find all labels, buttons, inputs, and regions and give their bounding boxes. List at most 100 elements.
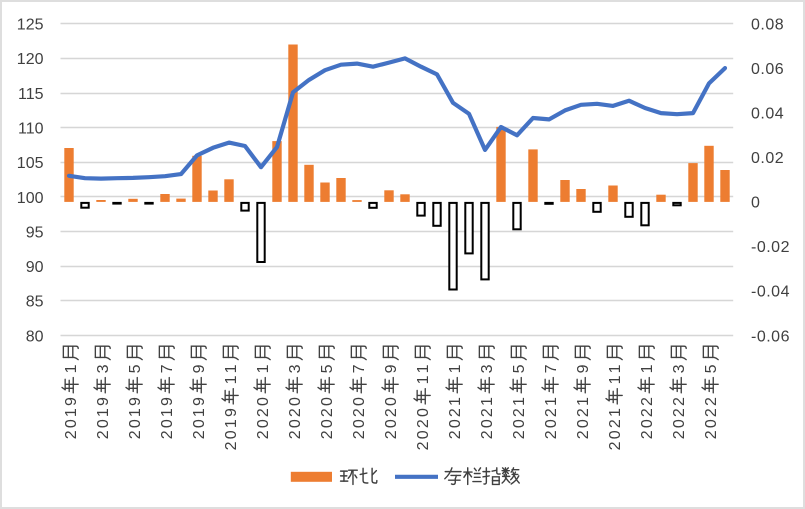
svg-text:2: 2	[351, 408, 368, 417]
svg-text:0: 0	[415, 408, 432, 417]
svg-text:2: 2	[639, 430, 656, 439]
svg-text:0.08: 0.08	[751, 17, 784, 34]
svg-text:1: 1	[575, 397, 592, 406]
svg-text:2: 2	[287, 408, 304, 417]
svg-text:85: 85	[26, 294, 44, 311]
svg-text:0: 0	[751, 195, 760, 212]
svg-text:2: 2	[639, 408, 656, 417]
svg-text:0: 0	[351, 419, 368, 428]
svg-text:0: 0	[639, 419, 656, 428]
svg-text:9: 9	[63, 397, 80, 406]
svg-text:2: 2	[607, 441, 624, 450]
svg-text:2: 2	[479, 430, 496, 439]
svg-text:2: 2	[639, 397, 656, 406]
svg-text:2: 2	[287, 430, 304, 439]
svg-text:2: 2	[351, 430, 368, 439]
svg-text:0: 0	[575, 419, 592, 428]
svg-text:0: 0	[543, 419, 560, 428]
svg-text:9: 9	[95, 397, 112, 406]
svg-text:1: 1	[191, 408, 208, 417]
svg-text:0: 0	[127, 419, 144, 428]
svg-text:0.04: 0.04	[751, 106, 784, 123]
svg-text:1: 1	[63, 408, 80, 417]
svg-text:2: 2	[95, 430, 112, 439]
svg-text:2: 2	[479, 408, 496, 417]
svg-text:9: 9	[575, 364, 592, 373]
svg-text:7: 7	[351, 364, 368, 373]
svg-text:2: 2	[447, 408, 464, 417]
svg-text:1: 1	[415, 364, 432, 373]
svg-text:0: 0	[159, 419, 176, 428]
svg-text:125: 125	[17, 17, 44, 34]
svg-text:-0.02: -0.02	[751, 239, 790, 256]
svg-text:0: 0	[607, 430, 624, 439]
svg-text:0: 0	[671, 419, 688, 428]
svg-text:5: 5	[319, 364, 336, 373]
svg-text:1: 1	[607, 408, 624, 417]
svg-text:1: 1	[95, 408, 112, 417]
svg-text:1: 1	[607, 375, 624, 384]
svg-text:3: 3	[95, 364, 112, 373]
svg-text:2: 2	[319, 430, 336, 439]
svg-text:2: 2	[159, 430, 176, 439]
svg-text:3: 3	[479, 364, 496, 373]
svg-text:2: 2	[703, 397, 720, 406]
svg-text:0.02: 0.02	[751, 150, 784, 167]
svg-text:1: 1	[255, 364, 272, 373]
svg-text:1: 1	[543, 397, 560, 406]
svg-text:2: 2	[319, 408, 336, 417]
svg-text:1: 1	[447, 397, 464, 406]
svg-text:0: 0	[95, 419, 112, 428]
svg-text:1: 1	[639, 364, 656, 373]
svg-text:9: 9	[191, 397, 208, 406]
svg-text:2: 2	[671, 397, 688, 406]
svg-text:0: 0	[351, 397, 368, 406]
svg-text:1: 1	[479, 397, 496, 406]
svg-text:90: 90	[26, 259, 44, 276]
svg-text:5: 5	[127, 364, 144, 373]
svg-text:-0.04: -0.04	[751, 284, 790, 301]
svg-text:9: 9	[159, 397, 176, 406]
svg-text:1: 1	[223, 419, 240, 428]
svg-text:2: 2	[703, 430, 720, 439]
svg-text:2: 2	[255, 430, 272, 439]
svg-text:100: 100	[17, 190, 44, 207]
svg-text:2: 2	[447, 430, 464, 439]
svg-text:2: 2	[255, 408, 272, 417]
svg-text:0: 0	[191, 419, 208, 428]
svg-text:1: 1	[63, 364, 80, 373]
svg-text:0: 0	[255, 419, 272, 428]
svg-text:0: 0	[415, 430, 432, 439]
svg-text:1: 1	[223, 364, 240, 373]
svg-text:2: 2	[607, 419, 624, 428]
svg-text:3: 3	[671, 364, 688, 373]
svg-text:0: 0	[319, 397, 336, 406]
svg-text:2: 2	[543, 430, 560, 439]
svg-text:0: 0	[383, 419, 400, 428]
svg-text:2: 2	[511, 430, 528, 439]
svg-text:9: 9	[191, 364, 208, 373]
svg-text:1: 1	[415, 375, 432, 384]
svg-text:2: 2	[383, 408, 400, 417]
svg-text:9: 9	[223, 408, 240, 417]
svg-text:2: 2	[703, 408, 720, 417]
svg-text:3: 3	[287, 364, 304, 373]
svg-text:2: 2	[511, 408, 528, 417]
svg-text:7: 7	[543, 364, 560, 373]
svg-text:0: 0	[255, 397, 272, 406]
svg-text:0: 0	[287, 419, 304, 428]
svg-text:0: 0	[223, 430, 240, 439]
svg-text:120: 120	[17, 51, 44, 68]
svg-text:0.06: 0.06	[751, 61, 784, 78]
svg-text:2: 2	[671, 408, 688, 417]
svg-text:105: 105	[17, 155, 44, 172]
svg-text:2: 2	[575, 430, 592, 439]
svg-text:1: 1	[223, 375, 240, 384]
svg-text:9: 9	[383, 364, 400, 373]
svg-text:1: 1	[447, 364, 464, 373]
svg-text:0: 0	[703, 419, 720, 428]
svg-text:7: 7	[159, 364, 176, 373]
svg-text:95: 95	[26, 224, 44, 241]
svg-text:2: 2	[671, 430, 688, 439]
svg-text:0: 0	[447, 419, 464, 428]
